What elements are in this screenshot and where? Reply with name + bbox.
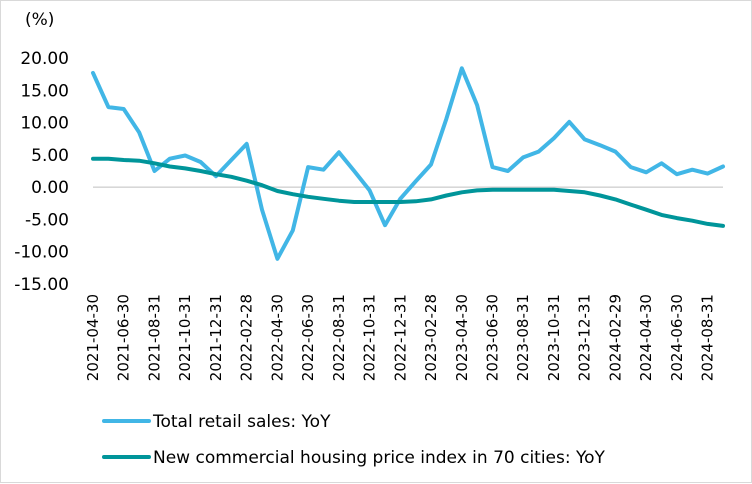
x-tick-label: 2023-12-31 — [576, 294, 594, 381]
x-tick-label: 2021-08-31 — [145, 294, 163, 381]
y-tick-label: 20.00 — [20, 49, 69, 69]
x-tick-label: 2022-02-28 — [238, 294, 256, 381]
x-tick-label: 2023-02-28 — [422, 294, 440, 381]
x-tick-label: 2024-08-31 — [699, 294, 717, 381]
x-tick-label: 2022-10-31 — [361, 294, 379, 381]
y-tick-label: -10.00 — [14, 243, 69, 263]
x-tick-label: 2021-12-31 — [207, 294, 225, 381]
y-tick-label: -15.00 — [14, 275, 69, 295]
series-line-1 — [91, 66, 725, 261]
y-tick-label: 10.00 — [20, 114, 69, 134]
x-tick-label: 2022-08-31 — [330, 294, 348, 381]
y-tick-label: 0.00 — [31, 178, 69, 198]
series-line-2 — [91, 156, 725, 228]
y-axis: 20.00 15.00 10.00 5.00 0.00 -5.00 -10.00 -15.00 — [14, 49, 723, 295]
legend-label-1: Total retail sales: YoY — [152, 412, 331, 432]
x-tick-label: 2023-04-30 — [453, 294, 471, 381]
x-tick-label: 2021-06-30 — [115, 294, 133, 381]
x-tick-label: 2024-02-29 — [606, 294, 624, 381]
legend-label-2: New commercial housing price index in 70… — [153, 448, 606, 468]
x-tick-label: 2023-08-31 — [514, 294, 532, 381]
x-tick-label: 2024-06-30 — [668, 294, 686, 381]
x-tick-label: 2023-06-30 — [484, 294, 502, 381]
x-tick-label: 2021-10-31 — [176, 294, 194, 381]
x-tick-label: 2022-06-30 — [299, 294, 317, 381]
y-tick-label: 5.00 — [31, 146, 69, 166]
x-axis: 2021-04-30 2021-06-30 2021-08-31 2021-10-31… — [84, 294, 717, 381]
x-tick-label: 2021-04-30 — [84, 294, 102, 381]
y-tick-label: -5.00 — [25, 210, 69, 230]
x-tick-label: 2022-04-30 — [268, 294, 286, 381]
series-group — [91, 66, 725, 261]
y-tick-label: 15.00 — [20, 81, 69, 101]
unit-label: (%) — [25, 10, 54, 30]
legend: Total retail sales: YoY New commercial ho… — [102, 412, 606, 468]
x-tick-label: 2024-04-30 — [637, 294, 655, 381]
x-tick-label: 2023-10-31 — [545, 294, 563, 381]
x-tick-label: 2022-12-31 — [391, 294, 409, 381]
